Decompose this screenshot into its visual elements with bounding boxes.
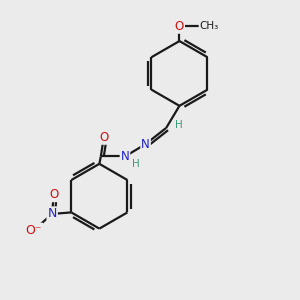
Text: H: H bbox=[175, 120, 182, 130]
Text: N: N bbox=[47, 207, 57, 220]
Text: N: N bbox=[121, 150, 129, 163]
Text: O: O bbox=[99, 131, 108, 144]
Text: O: O bbox=[175, 20, 184, 33]
Text: O⁻: O⁻ bbox=[26, 224, 42, 237]
Text: H: H bbox=[132, 159, 140, 169]
Text: CH₃: CH₃ bbox=[199, 21, 218, 31]
Text: N: N bbox=[141, 138, 150, 151]
Text: O: O bbox=[49, 188, 58, 201]
